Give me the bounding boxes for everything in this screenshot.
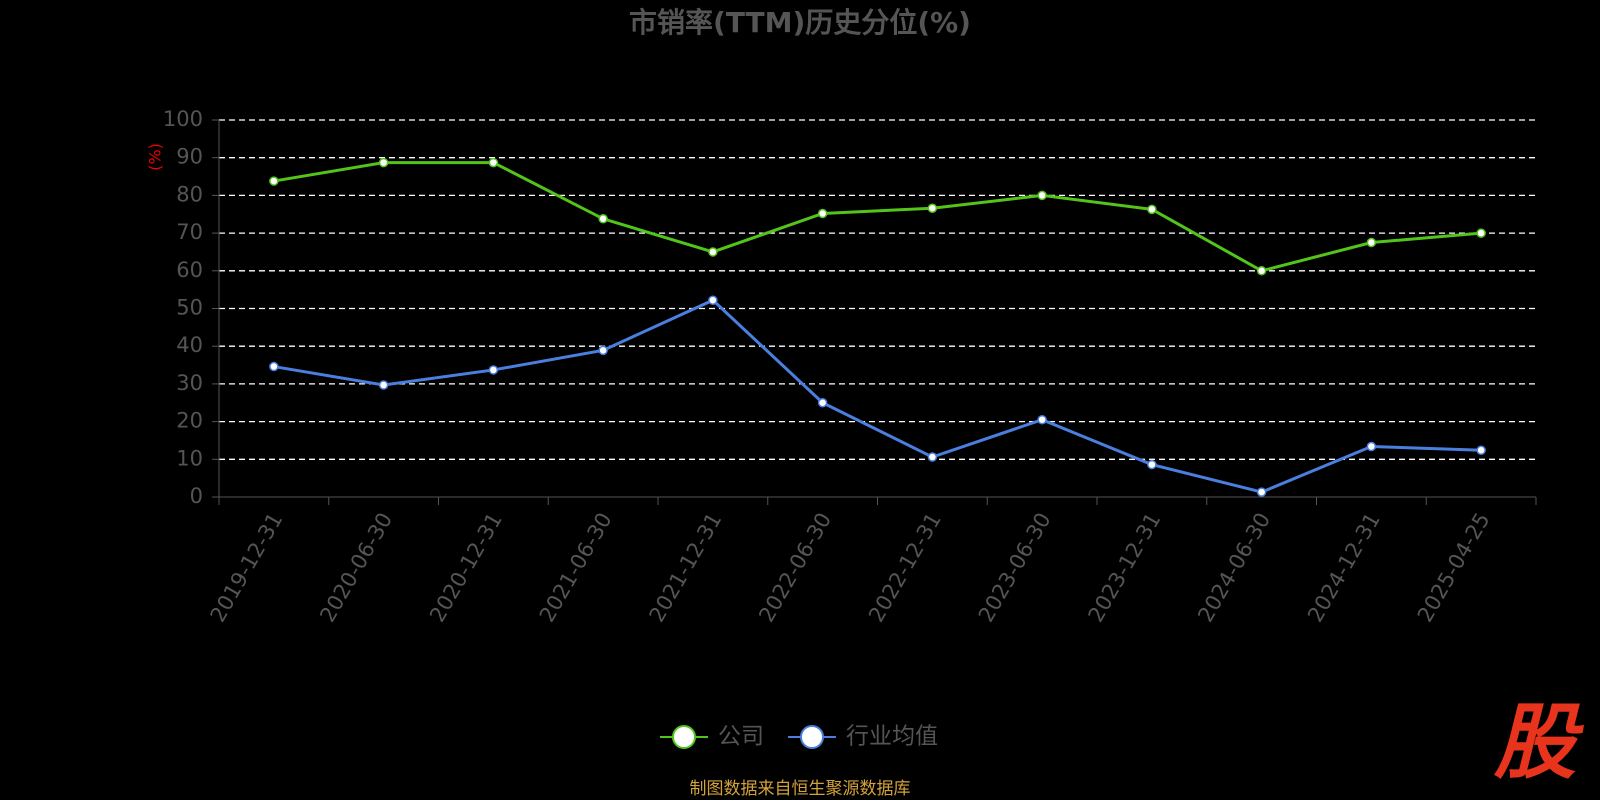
- legend-marker: [800, 725, 824, 749]
- data-point: [1366, 237, 1377, 248]
- data-point: [1147, 459, 1157, 470]
- x-tick-label: 2022-06-30: [754, 509, 836, 627]
- data-point: [1366, 441, 1377, 452]
- y-tick-label: 20: [176, 409, 203, 433]
- data-point: [927, 452, 938, 462]
- data-point: [598, 214, 608, 224]
- y-tick-label: 70: [176, 220, 203, 244]
- x-tick-label: 2019-12-31: [206, 509, 288, 627]
- data-point: [817, 208, 828, 219]
- data-point: [817, 398, 828, 408]
- data-point: [488, 365, 499, 375]
- source-note: 制图数据来自恒生聚源数据库: [690, 779, 911, 799]
- series-line: [273, 298, 1482, 494]
- data-point: [1147, 204, 1157, 215]
- x-tick-label: 2023-06-30: [974, 509, 1056, 627]
- data-point: [269, 361, 279, 372]
- y-tick-label: 10: [176, 446, 203, 470]
- y-tick-label: 0: [190, 484, 203, 508]
- data-point: [927, 203, 938, 213]
- x-tick-label: 2024-06-30: [1193, 509, 1275, 627]
- x-tick-label: 2021-06-30: [535, 509, 617, 627]
- legend-label: 公司: [718, 724, 764, 750]
- y-axis-label: (%): [146, 143, 165, 171]
- x-tick-label: 2025-04-25: [1413, 509, 1495, 627]
- data-point: [1476, 445, 1486, 456]
- data-point: [708, 295, 718, 305]
- data-point: [378, 380, 389, 390]
- x-tick-label: 2021-12-31: [645, 509, 727, 627]
- y-tick-label: 100: [163, 107, 203, 131]
- y-tick-label: 80: [176, 182, 203, 206]
- data-point: [598, 345, 608, 356]
- data-point: [378, 157, 389, 168]
- x-tick-label: 2020-12-31: [425, 509, 507, 627]
- data-point: [1037, 190, 1047, 201]
- data-point: [269, 176, 279, 186]
- x-tick-label: 2020-06-30: [315, 509, 397, 627]
- y-tick-label: 30: [176, 371, 203, 395]
- y-tick-label: 50: [176, 296, 203, 320]
- series-line: [273, 161, 1482, 273]
- y-tick-label: 60: [176, 258, 203, 282]
- legend-label: 行业均值: [846, 724, 938, 750]
- chart-title: 市销率(TTM)历史分位(%): [629, 6, 971, 39]
- y-tick-label: 90: [176, 145, 203, 169]
- data-point: [1256, 266, 1267, 276]
- data-point: [1037, 414, 1047, 425]
- legend-marker: [672, 725, 696, 749]
- y-tick-label: 40: [176, 333, 203, 357]
- x-tick-label: 2022-12-31: [864, 509, 946, 627]
- data-point: [1256, 487, 1267, 497]
- data-point: [1476, 228, 1486, 238]
- data-point: [708, 247, 718, 257]
- logo: 股: [1493, 695, 1584, 790]
- data-point: [488, 157, 499, 168]
- x-tick-label: 2023-12-31: [1084, 509, 1166, 627]
- x-tick-label: 2024-12-31: [1303, 509, 1385, 627]
